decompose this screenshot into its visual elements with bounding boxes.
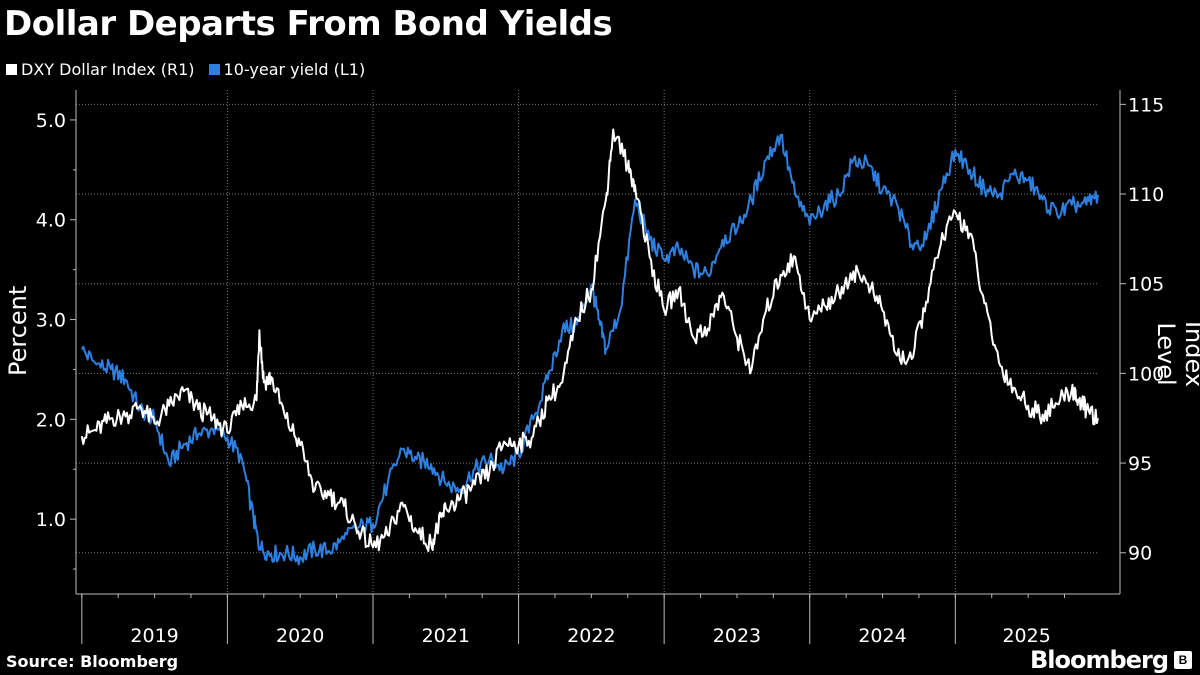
y-tick-label-right: 90 [1128,543,1152,565]
x-tick-label: 2022 [567,625,615,647]
legend-label-dxy: DXY Dollar Index (R1) [21,60,195,79]
y-tick-label-left: 5.0 [36,110,66,132]
y-tick-label-left: 2.0 [36,409,66,431]
y-tick-label-left: 3.0 [36,310,66,332]
legend-swatch-dxy [6,64,17,75]
x-tick-label: 2023 [713,625,761,647]
chart-title: Dollar Departs From Bond Yields [4,4,613,44]
x-tick-label: 2020 [276,625,324,647]
y-axis-label-right: Index Level [1152,320,1200,388]
series-line-yield [80,133,1099,566]
y-tick-label-right: 95 [1128,453,1152,475]
x-tick-label: 2019 [130,625,178,647]
bloomberg-logo: Bloomberg [1030,646,1169,674]
legend-label-yield: 10-year yield (L1) [223,60,366,79]
x-tick-label: 2021 [422,625,470,647]
y-tick-label-left: 1.0 [36,509,66,531]
x-tick-label: 2025 [1002,625,1050,647]
y-tick-label-right: 105 [1128,274,1164,296]
series-line-dxy [80,128,1099,552]
legend-item-yield: 10-year yield (L1) [208,60,366,79]
legend-swatch-yield [208,64,220,75]
y-tick-label-right: 115 [1128,94,1164,116]
y-tick-label-right: 100 [1128,363,1164,385]
y-tick-label-left: 4.0 [36,210,66,232]
y-tick-label-right: 110 [1128,184,1164,206]
source-note: Source: Bloomberg [6,652,179,671]
bloomberg-badge-icon: B [1174,651,1192,669]
x-tick-label: 2024 [858,625,906,647]
legend-item-dxy: DXY Dollar Index (R1) [6,60,195,79]
legend: DXY Dollar Index (R1) 10-year yield (L1) [6,60,365,79]
y-axis-label-left: Percent [4,285,32,376]
